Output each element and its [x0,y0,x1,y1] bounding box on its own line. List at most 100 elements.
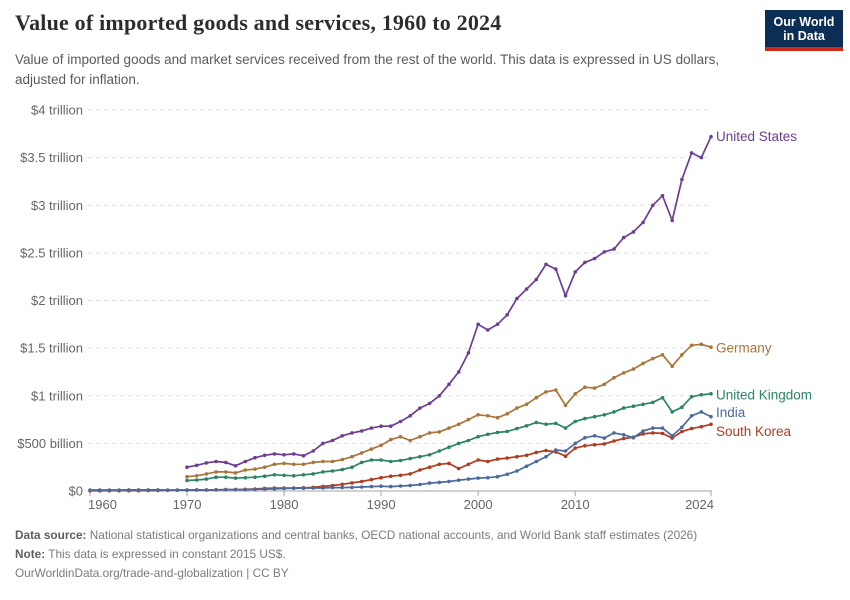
data-point[interactable] [699,393,704,397]
data-point[interactable] [330,438,335,443]
data-point[interactable] [262,453,267,458]
data-point[interactable] [592,256,597,261]
data-point[interactable] [670,218,674,223]
data-point[interactable] [592,443,597,447]
data-point[interactable] [262,474,267,479]
data-point[interactable] [311,486,316,490]
data-point[interactable] [563,293,568,298]
data-point[interactable] [524,453,529,458]
data-point[interactable] [272,487,277,491]
data-point[interactable] [282,473,286,478]
data-point[interactable] [573,446,577,450]
data-point[interactable] [398,473,403,478]
data-point[interactable] [408,472,413,476]
data-point[interactable] [592,434,597,438]
data-point[interactable] [689,394,694,399]
data-point[interactable] [554,421,558,426]
data-point[interactable] [214,475,218,480]
data-point[interactable] [670,410,674,414]
data-point[interactable] [583,416,587,421]
data-point[interactable] [243,487,248,492]
data-point[interactable] [534,450,539,455]
data-point[interactable] [437,430,442,434]
data-point[interactable] [427,431,432,435]
data-point[interactable] [136,488,141,492]
data-point[interactable] [641,220,645,225]
data-point[interactable] [418,434,422,439]
data-point[interactable] [379,443,383,448]
data-point[interactable] [709,422,713,427]
data-point[interactable] [350,485,354,490]
data-point[interactable] [301,473,306,477]
data-point[interactable] [418,406,422,410]
data-point[interactable] [117,488,121,492]
data-point[interactable] [641,361,645,366]
series-line-india[interactable] [89,411,712,491]
data-point[interactable] [408,483,413,488]
data-point[interactable] [340,482,345,487]
data-point[interactable] [495,322,500,327]
data-point[interactable] [621,235,626,240]
data-point[interactable] [379,475,383,480]
data-point[interactable] [505,313,510,317]
data-point[interactable] [359,429,364,433]
data-point[interactable] [583,444,587,448]
data-point[interactable] [534,395,539,400]
data-point[interactable] [418,454,422,459]
data-point[interactable] [689,343,694,348]
data-point[interactable] [466,462,471,467]
data-point[interactable] [631,230,636,234]
data-point[interactable] [447,382,451,387]
data-point[interactable] [369,458,374,462]
data-point[interactable] [486,328,490,332]
data-point[interactable] [233,464,238,468]
data-point[interactable] [515,426,519,431]
data-point[interactable] [359,479,364,484]
data-point[interactable] [243,468,248,472]
data-point[interactable] [389,474,393,479]
data-point[interactable] [427,481,432,485]
series-india[interactable]: India [88,405,746,492]
data-point[interactable] [680,353,684,357]
series-label-germany[interactable]: Germany [716,341,772,356]
data-point[interactable] [544,454,548,459]
data-point[interactable] [476,434,480,439]
data-point[interactable] [495,457,500,461]
data-point[interactable] [127,488,131,492]
data-point[interactable] [612,410,616,414]
data-point[interactable] [272,473,277,477]
series-united-states[interactable]: United States [185,129,797,470]
data-point[interactable] [398,458,403,463]
data-point[interactable] [292,452,296,456]
data-point[interactable] [660,193,665,198]
data-point[interactable] [369,484,374,489]
data-point[interactable] [709,134,713,139]
data-point[interactable] [544,448,548,453]
data-point[interactable] [680,425,684,430]
data-point[interactable] [418,468,422,472]
data-point[interactable] [224,470,228,474]
data-point[interactable] [224,475,228,480]
data-point[interactable] [398,434,403,439]
data-point[interactable] [224,487,228,492]
data-point[interactable] [262,465,267,470]
data-point[interactable] [224,460,228,465]
data-point[interactable] [204,472,209,476]
data-point[interactable] [631,435,636,440]
data-point[interactable] [544,390,548,394]
data-point[interactable] [437,480,442,485]
data-point[interactable] [301,486,306,491]
data-point[interactable] [398,484,403,488]
data-point[interactable] [583,260,587,265]
data-point[interactable] [185,478,189,483]
data-point[interactable] [233,487,238,492]
data-point[interactable] [670,364,674,369]
data-point[interactable] [437,449,442,453]
series-germany[interactable]: Germany [185,341,772,479]
data-point[interactable] [456,422,461,427]
data-point[interactable] [612,375,616,380]
data-point[interactable] [641,432,645,436]
data-point[interactable] [253,467,257,471]
data-point[interactable] [534,277,539,282]
